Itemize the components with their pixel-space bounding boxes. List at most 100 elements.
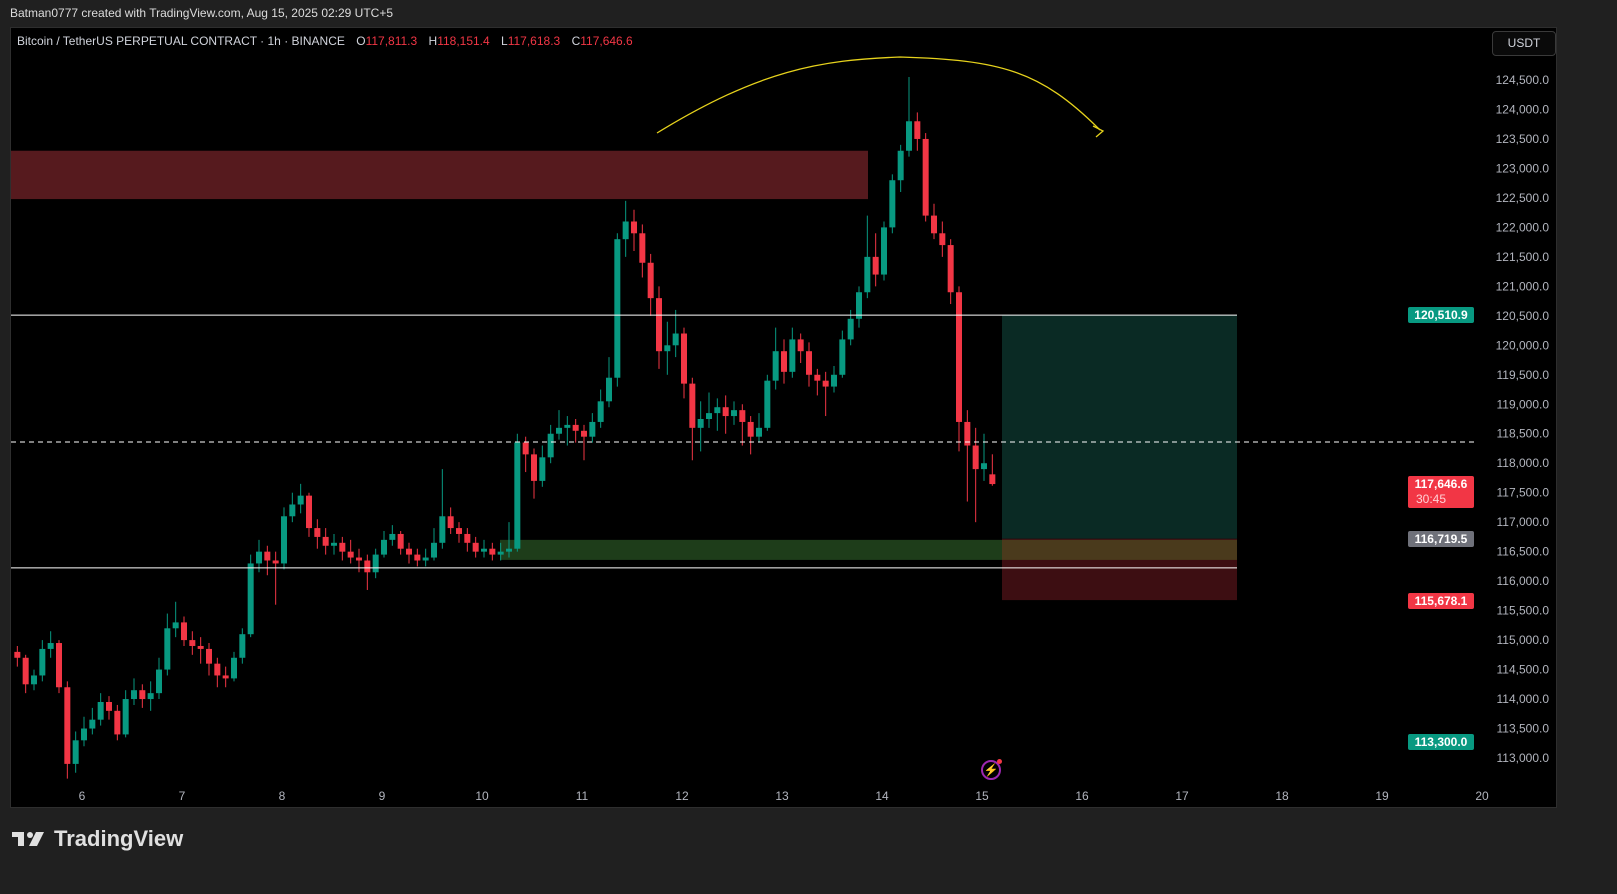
target-price-label: 120,510.9 bbox=[1408, 307, 1474, 323]
x-tick-label: 20 bbox=[1475, 789, 1489, 803]
candle-body bbox=[631, 221, 637, 234]
candle-body bbox=[922, 138, 929, 216]
candle-body bbox=[872, 256, 879, 275]
y-tick-label: 122,500.0 bbox=[1496, 191, 1550, 205]
y-tick-label: 116,000.0 bbox=[1497, 574, 1550, 588]
candle-body bbox=[481, 548, 487, 552]
candle-body bbox=[447, 516, 454, 529]
candle-body bbox=[806, 351, 812, 375]
lightning-icon[interactable]: ⚡ bbox=[981, 759, 1002, 780]
candle-body bbox=[22, 657, 29, 685]
y-tick-label: 124,500.0 bbox=[1496, 73, 1550, 87]
y-tick-label: 113,000.0 bbox=[1497, 751, 1550, 765]
candle-body bbox=[239, 634, 246, 658]
candle-body bbox=[472, 542, 479, 552]
candle-body bbox=[306, 495, 312, 529]
y-tick-label: 121,500.0 bbox=[1496, 250, 1550, 264]
candle-body bbox=[981, 463, 987, 470]
candle-body bbox=[97, 701, 104, 720]
candle-body bbox=[31, 675, 37, 685]
x-tick-label: 15 bbox=[975, 789, 989, 803]
y-tick-label: 120,000.0 bbox=[1496, 338, 1550, 352]
close-label: C bbox=[571, 34, 581, 48]
candle-body bbox=[72, 740, 79, 764]
candle-body bbox=[372, 554, 379, 573]
demand-zone bbox=[500, 539, 1002, 560]
x-tick-label: 16 bbox=[1075, 789, 1089, 803]
candle-body bbox=[689, 383, 696, 428]
candle-body bbox=[189, 640, 196, 646]
y-tick-label: 114,500.0 bbox=[1497, 663, 1550, 677]
currency-button[interactable]: USDT bbox=[1492, 31, 1556, 56]
candle-body bbox=[581, 430, 587, 437]
candle-body bbox=[697, 419, 704, 428]
y-tick-label: 114,000.0 bbox=[1497, 692, 1550, 706]
candle-body bbox=[147, 693, 154, 700]
y-tick-label: 123,500.0 bbox=[1496, 132, 1550, 146]
candle-body bbox=[281, 516, 287, 564]
candle-body bbox=[772, 351, 779, 381]
candle-body bbox=[972, 445, 979, 470]
x-tick-label: 6 bbox=[79, 789, 86, 803]
candle-body bbox=[639, 233, 646, 263]
candle-body bbox=[564, 424, 571, 428]
x-tick-label: 8 bbox=[279, 789, 286, 803]
candle-body bbox=[906, 121, 912, 151]
projection-curve bbox=[656, 56, 1101, 134]
candle-body bbox=[889, 180, 896, 228]
candle-body bbox=[14, 651, 21, 658]
candle-body bbox=[956, 292, 962, 422]
candle-body bbox=[64, 687, 71, 764]
candle-body bbox=[464, 533, 471, 543]
candle-body bbox=[814, 374, 821, 381]
candle-body bbox=[864, 256, 871, 293]
candle-body bbox=[39, 648, 46, 676]
long-position-target-box bbox=[1002, 315, 1237, 539]
candle-body bbox=[764, 380, 771, 428]
candle-body bbox=[347, 551, 354, 558]
candle-body bbox=[222, 675, 229, 679]
candle-body bbox=[881, 227, 887, 275]
candle-body bbox=[839, 339, 846, 375]
candle-body bbox=[356, 557, 362, 561]
symbol-title[interactable]: Bitcoin / TetherUS PERPETUAL CONTRACT · … bbox=[17, 34, 345, 48]
x-tick-label: 13 bbox=[775, 789, 789, 803]
candle-body bbox=[431, 542, 437, 558]
y-tick-label: 117,000.0 bbox=[1497, 515, 1550, 529]
candle-body bbox=[414, 554, 421, 561]
candle-body bbox=[364, 560, 371, 573]
candle-body bbox=[964, 421, 971, 446]
candle-body bbox=[181, 622, 187, 641]
candle-body bbox=[247, 563, 254, 635]
y-tick-label: 124,000.0 bbox=[1496, 102, 1550, 116]
candle-body bbox=[256, 551, 262, 564]
candle-body bbox=[197, 645, 204, 649]
y-tick-label: 115,500.0 bbox=[1497, 604, 1550, 618]
marker-price-label: 113,300.0 bbox=[1408, 734, 1474, 750]
notification-dot bbox=[997, 759, 1002, 764]
candle-body bbox=[389, 533, 396, 540]
candle-body bbox=[339, 542, 346, 552]
candle-body bbox=[456, 528, 462, 534]
x-tick-label: 14 bbox=[875, 789, 889, 803]
x-tick-label: 9 bbox=[379, 789, 386, 803]
high-label: H bbox=[428, 34, 438, 48]
candle-body bbox=[681, 333, 687, 384]
supply-zone bbox=[11, 150, 868, 200]
candle-body bbox=[331, 542, 337, 546]
candle-body bbox=[706, 413, 712, 419]
candle-body bbox=[556, 427, 562, 434]
x-tick-label: 7 bbox=[179, 789, 186, 803]
candle-body bbox=[297, 495, 304, 505]
y-tick-label: 119,000.0 bbox=[1497, 397, 1550, 411]
candle-body bbox=[931, 215, 937, 234]
candle-body bbox=[797, 339, 804, 352]
candle-body bbox=[514, 442, 521, 549]
candle-body bbox=[114, 710, 121, 735]
candle-body bbox=[381, 539, 387, 555]
candle-body bbox=[831, 374, 837, 387]
candle-body bbox=[656, 298, 662, 352]
open-label: O bbox=[356, 34, 366, 48]
y-tick-label: 123,000.0 bbox=[1496, 161, 1550, 175]
